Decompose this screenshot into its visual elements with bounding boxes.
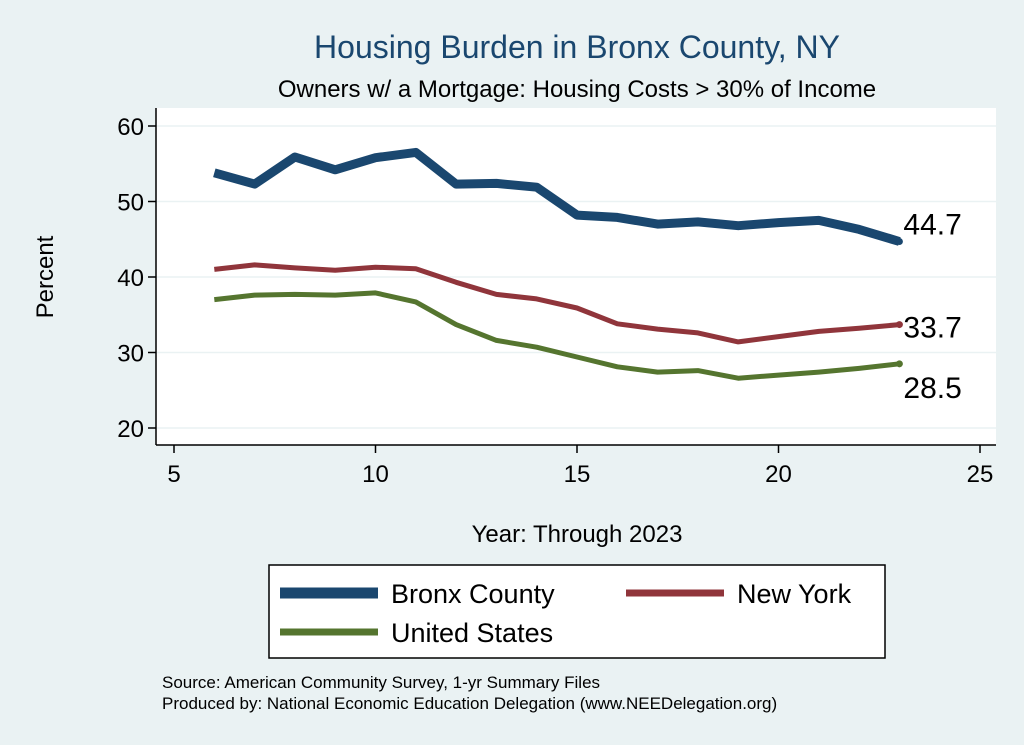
source-note: Source: American Community Survey, 1-yr …: [162, 673, 600, 692]
gridlines: [156, 125, 996, 429]
legend-box: [268, 564, 886, 659]
legend: Bronx County New York United States: [280, 579, 852, 648]
producer-note: Produced by: National Economic Education…: [162, 694, 777, 713]
y-ticks: 20 30 40 50 60: [117, 114, 156, 443]
chart-title: Housing Burden in Bronx County, NY: [314, 29, 840, 65]
y-tick-label: 40: [117, 265, 144, 292]
end-labels: 44.7 33.7 28.5: [903, 209, 961, 405]
x-tick-label: 5: [167, 461, 180, 488]
y-tick-label: 30: [117, 341, 144, 368]
series-line-united-states: [214, 290, 900, 381]
chart-subtitle: Owners w/ a Mortgage: Housing Costs > 30…: [278, 76, 876, 103]
x-tick-label: 25: [967, 461, 994, 488]
endpoint-marker-bronx-county: [895, 238, 903, 246]
end-label-united-states: 28.5: [903, 372, 961, 405]
y-tick-label: 50: [117, 190, 144, 217]
legend-label-new-york: New York: [737, 579, 852, 609]
x-tick-label: 10: [362, 461, 389, 488]
x-tick-label: 20: [765, 461, 792, 488]
endpoint-marker-united-states: [895, 360, 903, 368]
end-label-new-york: 33.7: [903, 312, 961, 345]
x-axis-label: Year: Through 2023: [472, 521, 683, 548]
y-axis-label: Percent: [32, 235, 59, 318]
legend-label-united-states: United States: [391, 618, 553, 648]
end-label-bronx-county: 44.7: [903, 209, 961, 242]
y-tick-label: 20: [117, 416, 144, 443]
series-lines: [213, 147, 903, 381]
y-tick-label: 60: [117, 114, 144, 141]
series-line-new-york: [214, 262, 900, 345]
x-ticks: 5 10 15 20 25: [167, 445, 993, 488]
x-tick-label: 15: [564, 461, 591, 488]
endpoint-marker-new-york: [895, 321, 903, 329]
legend-label-bronx-county: Bronx County: [391, 579, 555, 609]
series-line-bronx-county: [213, 147, 901, 246]
